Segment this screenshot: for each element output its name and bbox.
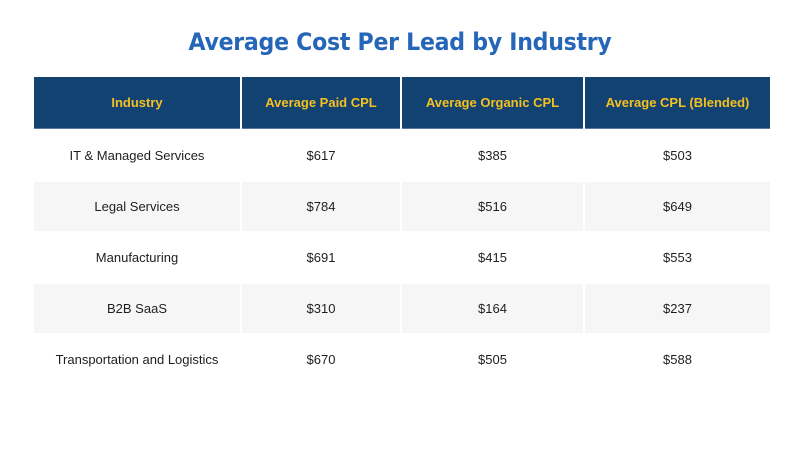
- cell-paid-cpl: $691: [306, 250, 336, 265]
- cell-paid-cpl: $617: [306, 148, 336, 163]
- cell-industry: IT & Managed Services: [69, 148, 205, 163]
- cell-industry: Manufacturing: [95, 250, 179, 265]
- header-organic-cpl: Average Organic CPL: [402, 77, 583, 129]
- table-row: B2B SaaS $310 $164 $237: [34, 284, 770, 333]
- cell-blended-cpl: $649: [585, 182, 770, 231]
- cell-blended-cpl: $553: [663, 250, 692, 265]
- cell-blended-cpl: $503: [663, 148, 692, 163]
- cell-organic-cpl: $164: [402, 284, 583, 333]
- cell-paid-cpl: $310: [242, 284, 400, 333]
- table-row: Transportation and Logistics $670 $505 $…: [34, 335, 770, 384]
- cpl-table: Industry Average Paid CPL Average Organi…: [32, 75, 772, 386]
- cell-blended-cpl: $588: [663, 352, 692, 367]
- cell-blended-cpl: $237: [585, 284, 770, 333]
- cell-organic-cpl: $415: [478, 250, 507, 265]
- table-header-row: Industry Average Paid CPL Average Organi…: [34, 77, 770, 129]
- page-title: Average Cost Per Lead by Industry: [188, 28, 612, 56]
- cell-organic-cpl: $385: [478, 148, 507, 163]
- cell-paid-cpl: $784: [242, 182, 400, 231]
- header-blended-cpl: Average CPL (Blended): [585, 77, 770, 129]
- table-row: Legal Services $784 $516 $649: [34, 182, 770, 231]
- cell-organic-cpl: $516: [402, 182, 583, 231]
- cell-industry: Legal Services: [34, 182, 240, 231]
- cell-industry: B2B SaaS: [34, 284, 240, 333]
- cell-industry: Transportation and Logistics: [55, 352, 219, 367]
- header-paid-cpl: Average Paid CPL: [242, 77, 400, 129]
- table-row: Manufacturing $691 $415 $553: [34, 233, 770, 282]
- header-industry: Industry: [34, 77, 240, 129]
- table-row: IT & Managed Services $617 $385 $503: [34, 131, 770, 180]
- cell-organic-cpl: $505: [478, 352, 507, 367]
- cell-paid-cpl: $670: [306, 352, 336, 367]
